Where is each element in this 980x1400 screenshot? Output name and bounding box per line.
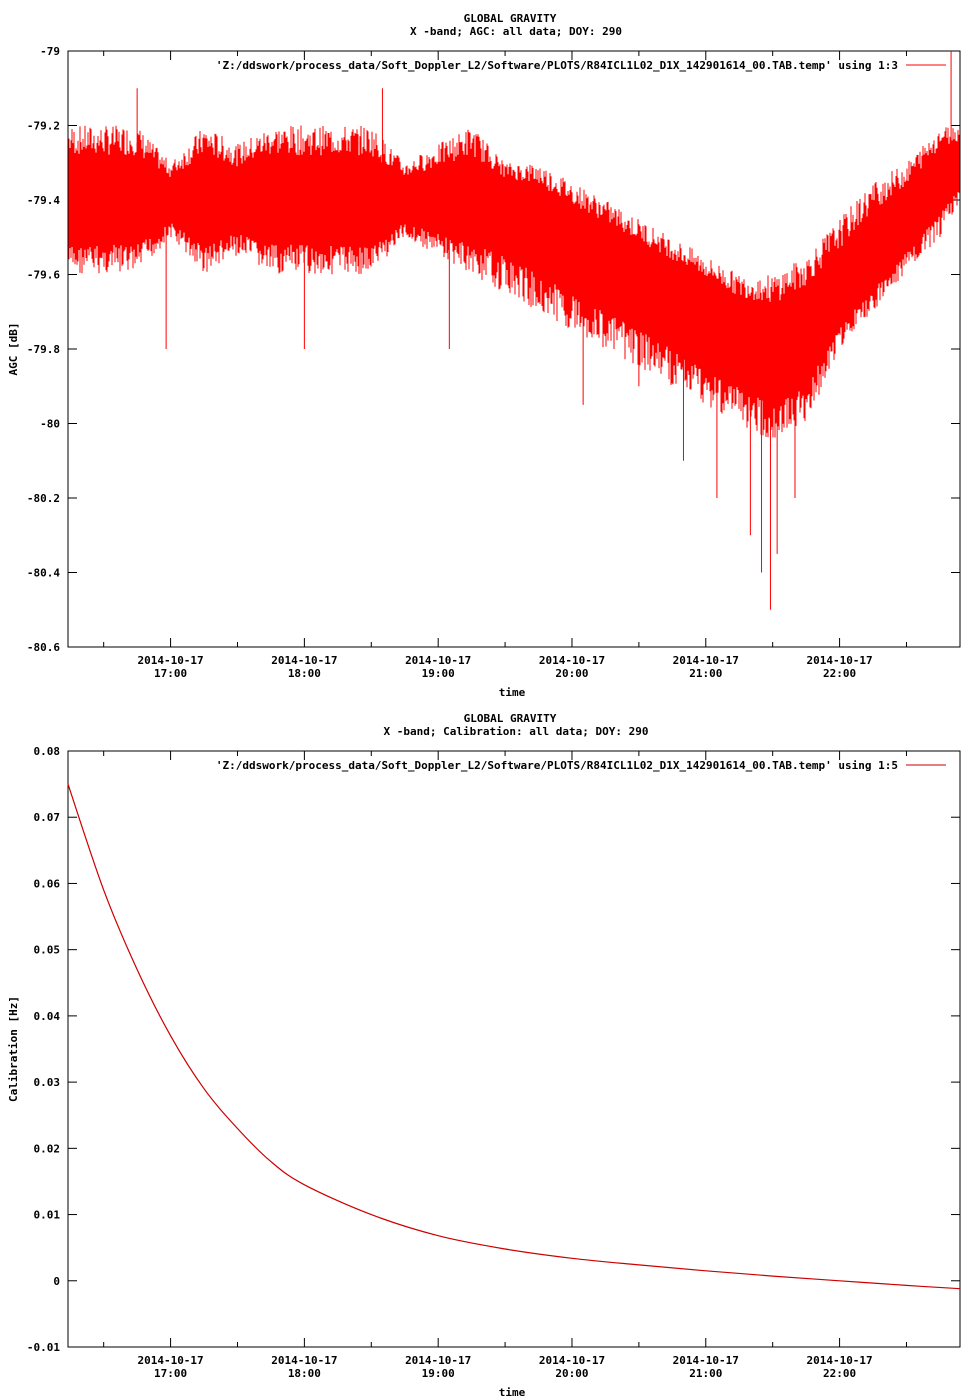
x-tick-time-label: 19:00 bbox=[422, 1367, 455, 1380]
y-tick-label: -79.2 bbox=[27, 120, 60, 133]
y-tick-label: 0.02 bbox=[34, 1142, 61, 1155]
y-tick-label: -79.6 bbox=[27, 269, 60, 282]
y-tick-label: 0.01 bbox=[34, 1209, 61, 1222]
x-tick-time-label: 17:00 bbox=[154, 667, 187, 680]
x-tick-time-label: 18:00 bbox=[288, 1367, 321, 1380]
plot-frame-1 bbox=[67, 750, 961, 1348]
x-tick-time-label: 22:00 bbox=[823, 1367, 856, 1380]
x-tick-time-label: 21:00 bbox=[689, 667, 722, 680]
y-axis-label: AGC [dB] bbox=[7, 323, 20, 376]
y-tick-label: 0.07 bbox=[34, 811, 61, 824]
y-tick-label: 0.08 bbox=[34, 745, 61, 758]
x-tick-time-label: 19:00 bbox=[422, 667, 455, 680]
y-tick-label: 0.06 bbox=[34, 877, 61, 890]
x-tick-time-label: 20:00 bbox=[555, 1367, 588, 1380]
y-tick-label: -80 bbox=[40, 418, 60, 431]
x-tick-date-label: 2014-10-17 bbox=[137, 654, 203, 667]
x-axis-label: time bbox=[499, 686, 526, 699]
x-tick-date-label: 2014-10-17 bbox=[673, 654, 739, 667]
y-axis-label: Calibration [Hz] bbox=[7, 996, 20, 1102]
chart-title-0: GLOBAL GRAVITY bbox=[464, 12, 557, 25]
y-tick-label: -80.4 bbox=[27, 567, 60, 580]
x-axis-label: time bbox=[499, 1386, 526, 1399]
x-tick-date-label: 2014-10-17 bbox=[806, 1354, 872, 1367]
legend-label: 'Z:/ddswork/process_data/Soft_Doppler_L2… bbox=[216, 59, 898, 72]
y-tick-label: -80.6 bbox=[27, 641, 60, 654]
x-tick-date-label: 2014-10-17 bbox=[673, 1354, 739, 1367]
x-tick-date-label: 2014-10-17 bbox=[539, 654, 605, 667]
x-tick-date-label: 2014-10-17 bbox=[806, 654, 872, 667]
y-tick-label: -0.01 bbox=[27, 1341, 60, 1354]
chart-title-1: GLOBAL GRAVITY bbox=[464, 712, 557, 725]
chart-subtitle-0: X -band; AGC: all data; DOY: 290 bbox=[410, 25, 622, 38]
y-tick-label: -79 bbox=[40, 45, 60, 58]
y-tick-label: -79.4 bbox=[27, 194, 60, 207]
y-tick-label: 0.05 bbox=[34, 944, 61, 957]
x-tick-time-label: 22:00 bbox=[823, 667, 856, 680]
x-tick-time-label: 21:00 bbox=[689, 1367, 722, 1380]
y-tick-label: 0.03 bbox=[34, 1076, 61, 1089]
x-tick-time-label: 17:00 bbox=[154, 1367, 187, 1380]
x-tick-date-label: 2014-10-17 bbox=[271, 654, 337, 667]
y-tick-label: 0.04 bbox=[34, 1010, 61, 1023]
x-tick-date-label: 2014-10-17 bbox=[405, 654, 471, 667]
calibration-series-line bbox=[67, 783, 961, 1290]
y-tick-label: -80.2 bbox=[27, 492, 60, 505]
x-tick-date-label: 2014-10-17 bbox=[137, 1354, 203, 1367]
x-tick-time-label: 20:00 bbox=[555, 667, 588, 680]
x-tick-date-label: 2014-10-17 bbox=[405, 1354, 471, 1367]
legend-label: 'Z:/ddswork/process_data/Soft_Doppler_L2… bbox=[216, 759, 898, 772]
x-tick-date-label: 2014-10-17 bbox=[539, 1354, 605, 1367]
agc-noise-band bbox=[68, 125, 960, 438]
y-tick-label: 0 bbox=[53, 1275, 60, 1288]
x-tick-time-label: 18:00 bbox=[288, 667, 321, 680]
chart-subtitle-1: X -band; Calibration: all data; DOY: 290 bbox=[384, 725, 649, 738]
y-tick-label: -79.8 bbox=[27, 343, 60, 356]
x-tick-date-label: 2014-10-17 bbox=[271, 1354, 337, 1367]
